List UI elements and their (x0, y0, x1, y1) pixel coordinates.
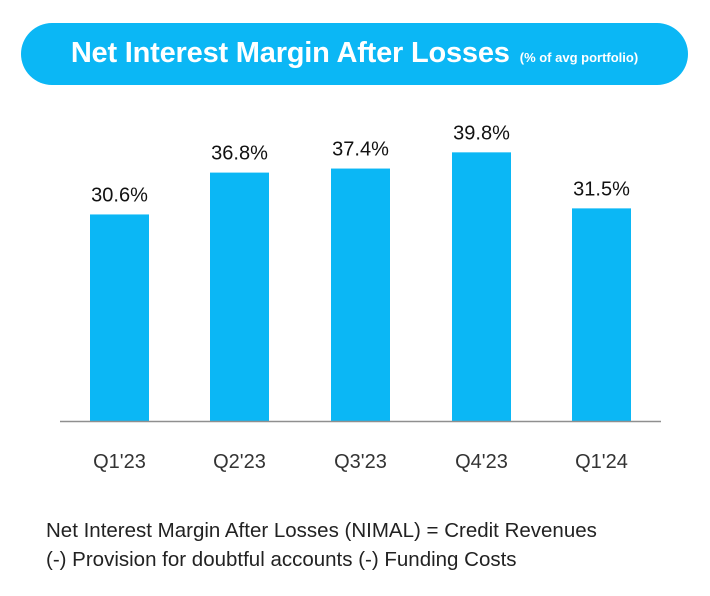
bar-Q423 (452, 152, 511, 421)
data-label: 39.8% (453, 122, 510, 144)
bar-Q124 (572, 208, 631, 421)
data-label: 37.4% (332, 139, 389, 161)
chart-subtitle: (% of avg portfolio) (519, 50, 639, 65)
x-tick-label: Q4'23 (455, 451, 508, 473)
nimal-definition-footnote: Net Interest Margin After Losses (NIMAL)… (46, 516, 696, 574)
data-label: 30.6% (91, 184, 148, 206)
footnote-line-1: Net Interest Margin After Losses (NIMAL)… (46, 519, 597, 542)
data-label: 36.8% (211, 143, 268, 165)
bar-Q323 (331, 168, 390, 421)
data-label: 31.5% (573, 178, 630, 200)
x-tick-label: Q1'23 (93, 451, 146, 473)
x-tick-label: Q1'24 (575, 451, 628, 473)
x-tick-label: Q2'23 (213, 451, 266, 473)
chart-title-banner: Net Interest Margin After Losses (% of a… (21, 23, 688, 85)
x-tick-label: Q3'23 (334, 451, 387, 473)
footnote-line-2: (-) Provision for doubtful accounts (-) … (46, 548, 517, 571)
bar-Q123 (90, 214, 149, 421)
bar-chart: 30.6% Q1'23 36.8% Q2'23 37.4% Q3'23 39.8% Q4'23… (60, 122, 661, 473)
bar-Q223 (210, 172, 269, 421)
chart-title: Net Interest Margin After Losses (70, 36, 510, 69)
